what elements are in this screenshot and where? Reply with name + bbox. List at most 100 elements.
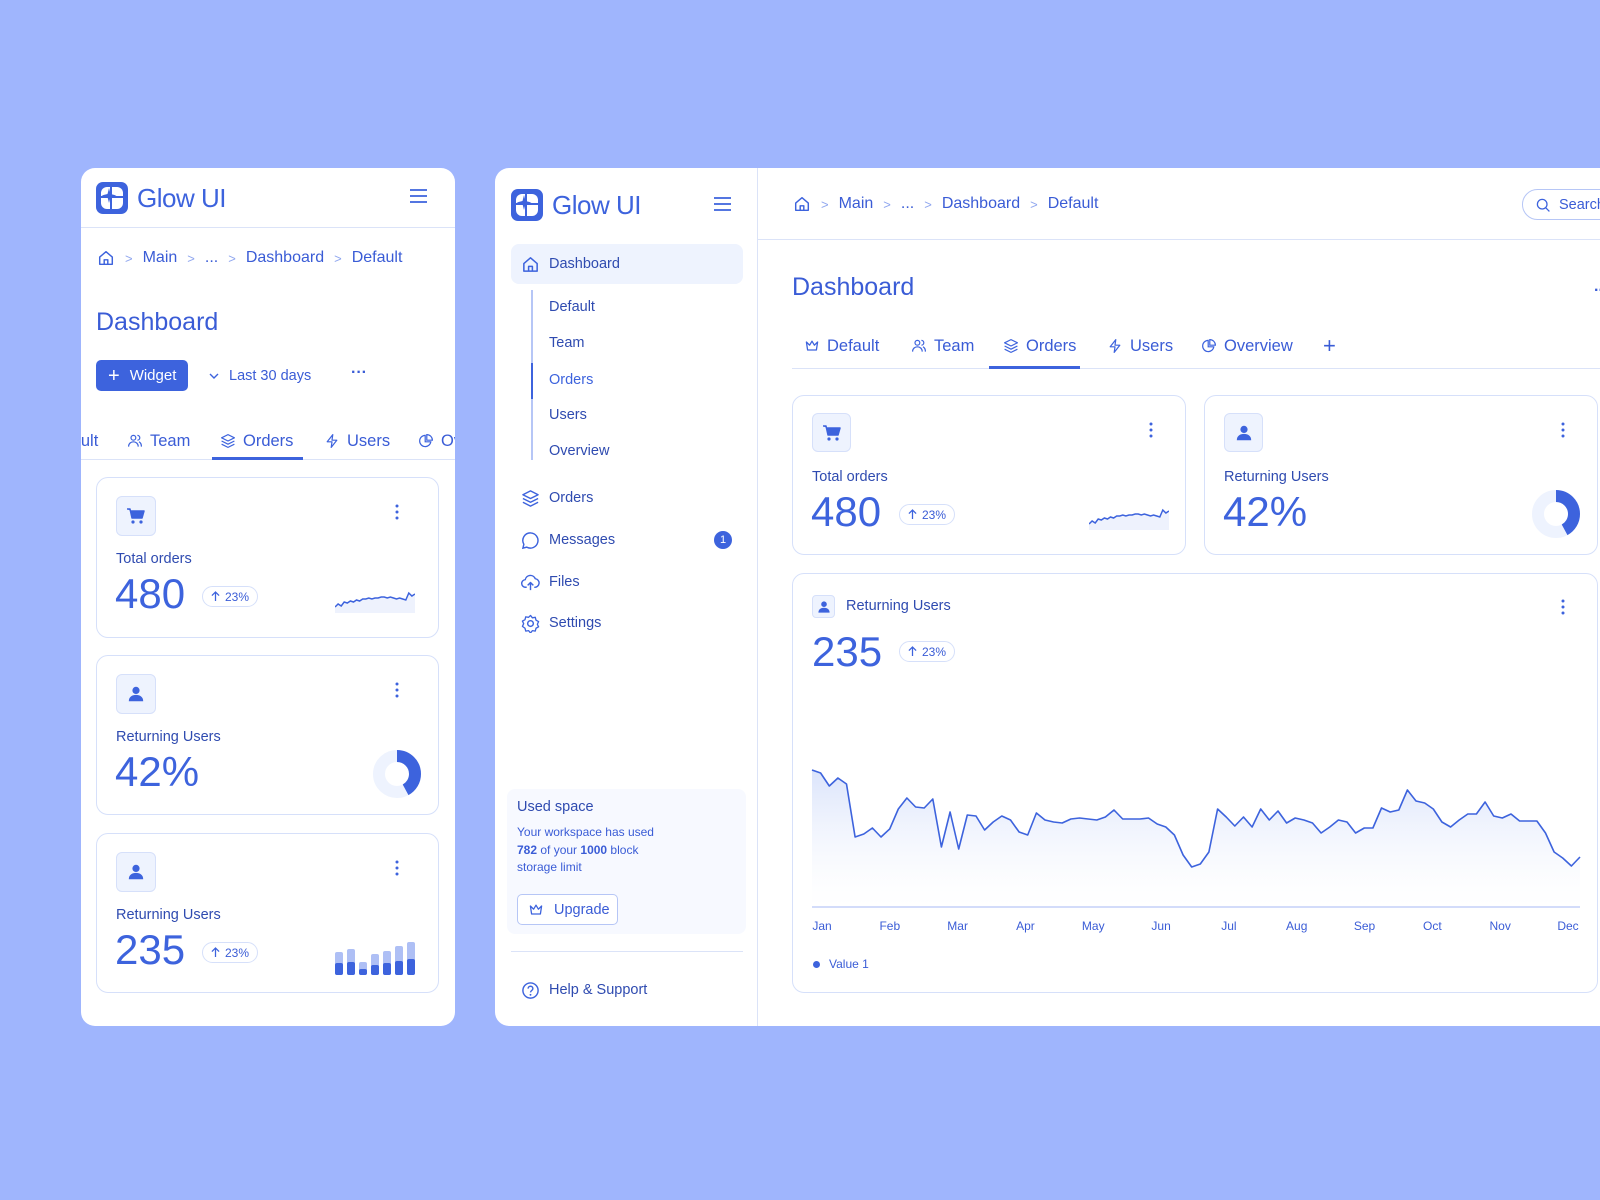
x-axis-tick-label: May [1081, 919, 1105, 933]
x-axis-tick-label: Jan [812, 919, 832, 933]
sidebar-divider [511, 951, 743, 952]
kebab-menu-icon[interactable] [1560, 422, 1566, 438]
tabs-divider [792, 368, 1600, 369]
kebab-menu-icon[interactable] [394, 682, 400, 698]
submenu-active-indicator [531, 363, 533, 399]
chevron-down-icon [209, 373, 219, 379]
search-placeholder: Search [1559, 196, 1600, 213]
sidebar-item-messages[interactable]: Messages [521, 529, 615, 551]
main-content: > Main > ... > Dashboard > Default Searc… [758, 168, 1600, 1026]
sparkline-area [1089, 510, 1169, 530]
card-label: Returning Users [846, 598, 951, 614]
crown-icon [804, 338, 820, 354]
brand-name: Glow UI [552, 190, 641, 220]
user-icon [127, 685, 145, 703]
desc-line: Your workspace has used [517, 825, 654, 839]
hamburger-menu-icon[interactable] [410, 189, 427, 203]
help-support-link[interactable]: Help & Support [521, 979, 647, 1001]
chart-legend: Value 1 [813, 957, 869, 971]
add-widget-button[interactable]: + Widget [96, 360, 189, 391]
upgrade-button[interactable]: Upgrade [517, 894, 618, 925]
breadcrumb-dashboard[interactable]: Dashboard [941, 195, 1021, 212]
kebab-menu-icon[interactable] [394, 860, 400, 876]
breadcrumb-main[interactable]: Main [838, 195, 874, 212]
card-label: Returning Users [1224, 469, 1329, 485]
bar-part [407, 959, 415, 975]
tab-overview[interactable]: Overview [418, 423, 455, 459]
user-icon-box [116, 674, 156, 714]
tab-team[interactable]: Team [911, 328, 974, 364]
x-axis-tick-label: Jun [1151, 919, 1171, 933]
sidebar-subitem-users[interactable]: Users [549, 407, 587, 423]
returning-users-area-chart [811, 769, 1581, 908]
gear-icon [521, 614, 540, 633]
sidebar-subitem-orders[interactable]: Orders [549, 372, 594, 388]
sidebar-subitem-default[interactable]: Default [549, 299, 595, 315]
bolt-icon [324, 433, 340, 449]
breadcrumb-main[interactable]: Main [142, 249, 178, 266]
tab-label: Team [934, 336, 975, 355]
breadcrumb-default[interactable]: Default [1047, 195, 1099, 212]
tab-default[interactable]: Default [804, 328, 879, 364]
returning-users-donut [373, 750, 421, 798]
legend-label: Value 1 [829, 957, 869, 971]
tab-label: Users [347, 431, 391, 450]
cloud-upload-icon [521, 573, 540, 592]
date-range-dropdown[interactable]: Last 30 days [209, 360, 311, 391]
returning-users-chart-card: Returning Users 235 23% Jan Feb Mar Apr May J… [792, 573, 1598, 993]
search-input[interactable]: Search [1522, 189, 1600, 220]
kebab-menu-icon[interactable] [394, 504, 400, 520]
sidebar-item-label: Files [549, 574, 580, 590]
donut-segment [1532, 490, 1580, 538]
tab-default[interactable]: Default [81, 423, 98, 459]
card-value: 480 [115, 570, 186, 617]
change-value: 23% [225, 945, 250, 960]
returning-users-donut [1532, 490, 1580, 538]
more-options-button[interactable]: ··· [351, 364, 367, 381]
sidebar-item-dashboard[interactable]: Dashboard [511, 244, 743, 284]
sidebar-item-orders[interactable]: Orders [521, 487, 593, 509]
sidebar-item-label: Dashboard [549, 256, 620, 272]
home-icon[interactable] [97, 249, 115, 267]
sidebar-subitem-overview[interactable]: Overview [549, 443, 610, 459]
breadcrumb-dashboard[interactable]: Dashboard [245, 249, 325, 266]
tab-label: Overview [1224, 336, 1293, 355]
tab-label: Default [81, 431, 99, 450]
user-icon-box [1224, 413, 1263, 452]
sidebar-item-files[interactable]: Files [521, 571, 580, 593]
used-space-title: Used space [517, 799, 594, 815]
tab-orders[interactable]: Orders [1003, 328, 1076, 364]
x-axis-tick-label: Mar [947, 919, 968, 933]
series-line [811, 769, 1581, 868]
tab-users[interactable]: Users [324, 423, 390, 459]
breadcrumb-ellipsis[interactable]: ... [204, 249, 219, 266]
hamburger-menu-icon[interactable] [714, 197, 731, 211]
change-badge: 23% [202, 942, 259, 963]
page-title: Dashboard [792, 273, 915, 301]
x-axis-tick-label: Apr [1016, 919, 1035, 933]
help-label: Help & Support [549, 982, 648, 998]
pie-icon [418, 433, 434, 449]
help-icon [521, 981, 540, 1000]
arrow-up-icon [908, 509, 917, 520]
user-icon [127, 863, 145, 881]
sidebar-item-settings[interactable]: Settings [521, 612, 601, 634]
breadcrumb: > Main > ... > Dashboard > Default [97, 248, 402, 268]
breadcrumb-default[interactable]: Default [351, 249, 403, 266]
tab-team[interactable]: Team [127, 423, 190, 459]
x-axis-tick-label: Aug [1286, 919, 1308, 933]
sidebar-subitem-team[interactable]: Team [549, 335, 585, 351]
tab-orders[interactable]: Orders [220, 423, 293, 459]
change-badge: 23% [899, 504, 956, 525]
desktop-panel: Glow UI Dashboard Default Team Orders Us… [495, 168, 1600, 1026]
brand-name: Glow UI [137, 183, 226, 213]
page-more-button[interactable]: ... [1594, 278, 1600, 295]
tab-overview[interactable]: Overview [1201, 328, 1293, 364]
returning-users-percent-card: Returning Users 42% [1204, 395, 1598, 555]
tab-users[interactable]: Users [1107, 328, 1173, 364]
user-icon [1235, 424, 1253, 442]
breadcrumb-ellipsis[interactable]: ... [900, 195, 915, 212]
kebab-menu-icon[interactable] [1148, 422, 1154, 438]
home-icon[interactable] [793, 195, 811, 213]
add-tab-button[interactable]: + [1323, 333, 1336, 358]
